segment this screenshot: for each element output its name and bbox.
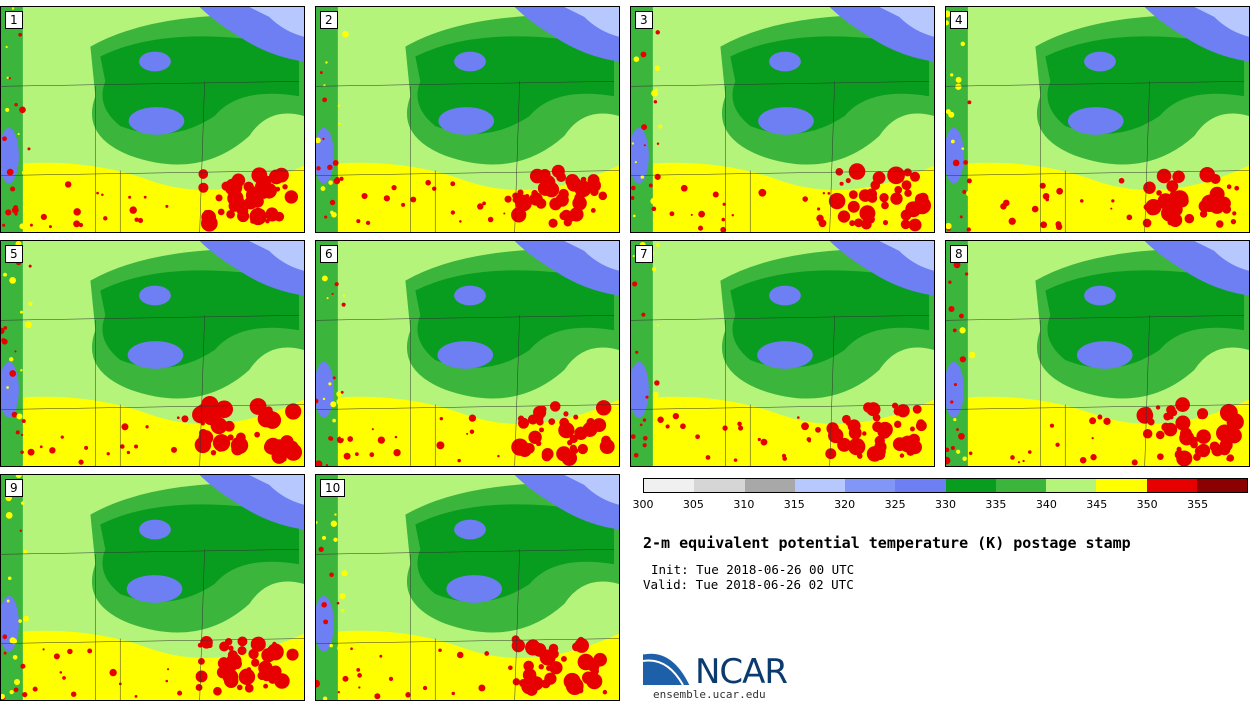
stamp-panel-7: 7 xyxy=(630,240,935,467)
stamp-panel-6: 6 xyxy=(315,240,620,467)
logo-text: NCAR xyxy=(695,652,788,692)
stamp-label: 1 xyxy=(5,11,23,29)
colorbar-tick-label: 310 xyxy=(733,498,755,511)
colorbar-segment xyxy=(945,479,996,492)
stamp-label: 5 xyxy=(5,245,23,263)
stamp-label: 6 xyxy=(320,245,338,263)
stamp-panel-5: 5 xyxy=(0,240,305,467)
colorbar-segment xyxy=(644,479,695,492)
stamp-label: 7 xyxy=(635,245,653,263)
colorbar-tick-label: 300 xyxy=(632,498,654,511)
map-plot xyxy=(946,7,1249,232)
colorbar-segment xyxy=(794,479,845,492)
colorbar xyxy=(643,478,1248,493)
colorbar-segment xyxy=(694,479,745,492)
colorbar-tick-label: 330 xyxy=(935,498,956,511)
stamp-panel-8: 8 xyxy=(945,240,1250,467)
colorbar-tick-label: 305 xyxy=(682,498,704,511)
colorbar-tick-label: 345 xyxy=(1086,498,1108,511)
colorbar-segment xyxy=(895,479,946,492)
stamp-label: 2 xyxy=(320,11,338,29)
colorbar-tick-label: 355 xyxy=(1187,498,1209,511)
stamp-panel-10: 10 xyxy=(315,474,620,701)
stamp-label: 10 xyxy=(320,479,346,497)
stamp-label: 3 xyxy=(635,11,653,29)
map-plot xyxy=(316,7,619,232)
map-plot xyxy=(1,241,304,466)
stamp-panel-4: 4 xyxy=(945,6,1250,233)
map-plot xyxy=(946,241,1249,466)
stamp-label: 8 xyxy=(950,245,968,263)
figure-title: 2-m equivalent potential temperature (K)… xyxy=(643,534,1131,552)
map-plot xyxy=(631,241,934,466)
stamp-panel-2: 2 xyxy=(315,6,620,233)
map-plot xyxy=(316,241,619,466)
map-plot xyxy=(1,7,304,232)
colorbar-tick-label: 325 xyxy=(884,498,906,511)
colorbar-segment xyxy=(1096,479,1147,492)
colorbar-tick-label: 315 xyxy=(783,498,805,511)
colorbar-segment xyxy=(1046,479,1097,492)
colorbar-tick-label: 335 xyxy=(985,498,1007,511)
colorbar-tick-label: 320 xyxy=(834,498,856,511)
colorbar-tick-label: 340 xyxy=(1035,498,1057,511)
stamp-panel-9: 9 xyxy=(0,474,305,701)
colorbar-segment xyxy=(845,479,896,492)
logo-url: ensemble.ucar.edu xyxy=(653,688,766,701)
stamp-label: 4 xyxy=(950,11,968,29)
stamp-panel-3: 3 xyxy=(630,6,935,233)
colorbar-segment xyxy=(995,479,1046,492)
colorbar-ticks: 300 305 310 315 320 325 330 335 340 345 350 355 xyxy=(633,498,1248,514)
init-time: Init: Tue 2018-06-26 00 UTC xyxy=(651,562,855,577)
stamp-panel-1: 1 xyxy=(0,6,305,233)
colorbar-segment xyxy=(744,479,795,492)
map-plot xyxy=(1,475,304,700)
stamp-label: 9 xyxy=(5,479,23,497)
colorbar-segment xyxy=(1146,479,1197,492)
map-plot xyxy=(316,475,619,700)
ncar-logo-icon xyxy=(643,650,693,686)
valid-time: Valid: Tue 2018-06-26 02 UTC xyxy=(643,577,854,592)
map-plot xyxy=(631,7,934,232)
colorbar-tick-label: 350 xyxy=(1136,498,1158,511)
colorbar-segment xyxy=(1196,479,1247,492)
